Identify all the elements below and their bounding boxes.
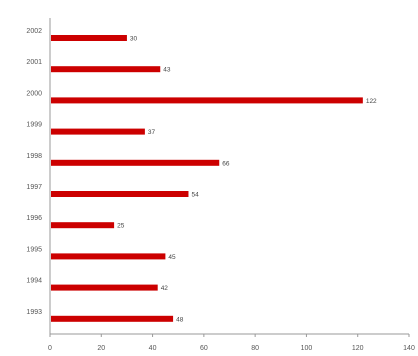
x-axis-tick-labels: 0 20 40 60 80 100 120 140 [48,334,415,352]
data-label-1997: 54 [191,192,199,199]
bar-2000 [51,97,363,104]
data-label-2002: 30 [130,36,138,43]
bar-1996 [51,222,115,229]
bar-1995 [51,253,166,260]
bar-1999 [51,128,145,135]
y-tick-label-1996: 1996 [26,215,42,222]
x-tick-label-80: 80 [251,345,259,352]
y-tick-label-1997: 1997 [26,184,42,191]
data-label-1999: 37 [148,129,156,136]
data-label-2000: 122 [366,98,377,105]
y-tick-label-1993: 1993 [26,309,42,316]
y-tick-label-1994: 1994 [26,278,42,285]
x-tick-label-120: 120 [352,345,364,352]
bar-1998 [51,159,220,166]
data-label-1998: 66 [222,160,230,167]
y-tick-label-2000: 2000 [26,90,42,97]
y-tick-label-2002: 2002 [26,28,42,35]
data-label-1996: 25 [117,223,125,230]
bar-series [51,35,363,322]
data-label-1993: 48 [176,316,184,323]
x-tick-label-100: 100 [301,345,313,352]
bar-2002 [51,35,127,41]
bar-1994 [51,284,158,291]
data-labels: 30 43 122 37 66 54 25 45 42 48 [117,36,377,324]
y-tick-label-1995: 1995 [26,246,42,253]
y-tick-label-2001: 2001 [26,59,42,66]
x-tick-label-20: 20 [97,345,105,352]
bar-1993 [51,315,174,322]
data-label-1994: 42 [161,285,169,292]
data-label-1995: 45 [168,254,176,261]
y-tick-label-1998: 1998 [26,153,42,160]
data-label-2001: 43 [163,67,171,74]
y-tick-label-1999: 1999 [26,122,42,129]
bar-2001 [51,66,161,73]
x-tick-label-60: 60 [200,345,208,352]
x-tick-label-40: 40 [149,345,157,352]
y-axis-tick-labels: 2002 2001 2000 1999 1998 1997 1996 1995 1994 1993 [26,28,42,316]
x-tick-label-140: 140 [403,345,415,352]
bar-1997 [51,191,189,197]
x-tick-label-0: 0 [48,345,52,352]
